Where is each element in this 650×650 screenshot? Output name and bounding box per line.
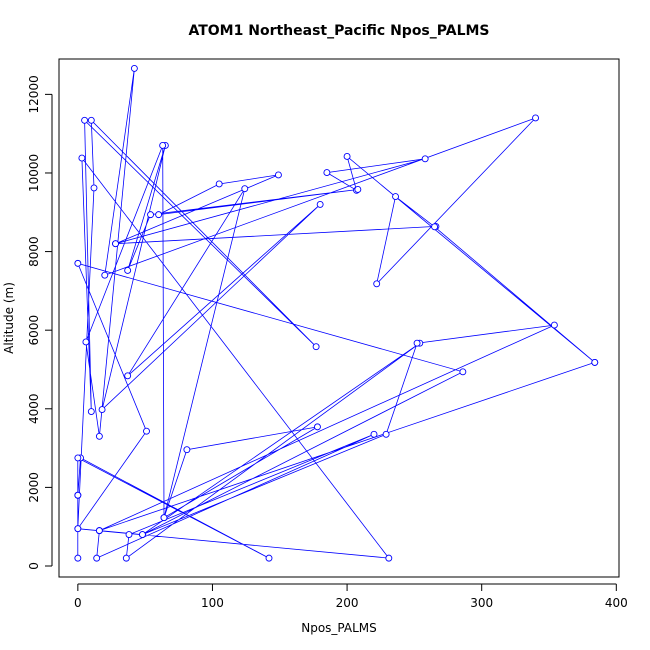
data-point: [265, 554, 273, 562]
data-point: [274, 171, 282, 179]
x-tick-label: 300: [470, 596, 493, 610]
data-point: [147, 211, 154, 219]
data-point: [143, 427, 150, 435]
data-point: [124, 266, 132, 274]
data-point: [122, 554, 130, 562]
chart-title: ATOM1 Northeast_Pacific Npos_PALMS: [188, 23, 489, 39]
data-point: [382, 430, 390, 438]
data-point: [392, 193, 399, 201]
y-tick-label: 6000: [27, 315, 41, 346]
y-tick-label: 0: [27, 562, 41, 570]
x-axis-label: Npos_PALMS: [301, 621, 377, 635]
data-point: [90, 184, 98, 192]
data-point: [370, 430, 378, 438]
data-point: [93, 554, 101, 562]
data-point: [413, 339, 421, 347]
data-point: [78, 154, 86, 162]
y-tick-label: 12000: [27, 75, 41, 113]
data-point: [98, 406, 106, 414]
y-tick-label: 2000: [27, 472, 41, 503]
data-point: [130, 64, 138, 72]
x-tick-label: 0: [74, 596, 82, 610]
data-point: [74, 525, 82, 533]
data-point: [95, 432, 103, 440]
data-point: [241, 185, 249, 193]
x-axis: 0 100 200 300 400: [74, 583, 628, 610]
data-point: [139, 531, 146, 539]
y-axis: 0 2000 4000 6000 8000 10000 12000: [27, 75, 53, 570]
data-point: [373, 280, 381, 288]
data-point: [124, 372, 132, 380]
data-point: [343, 153, 351, 160]
data-point: [159, 142, 167, 149]
y-tick-label: 10000: [27, 154, 41, 192]
data-point: [74, 491, 82, 499]
data-point: [385, 554, 393, 562]
x-tick-label: 200: [336, 596, 359, 610]
data-point: [82, 338, 90, 346]
x-tick-label: 400: [605, 596, 628, 610]
data-point: [316, 200, 324, 208]
data-point: [314, 423, 321, 431]
data-point: [431, 223, 439, 231]
data-point: [74, 259, 82, 267]
data-point: [74, 454, 82, 462]
data-point: [354, 186, 362, 193]
y-tick-label: 8000: [27, 236, 41, 267]
data-point: [183, 446, 191, 454]
data-point: [421, 155, 429, 163]
data-point: [591, 358, 599, 366]
data-point: [74, 554, 82, 562]
data-point: [101, 271, 109, 279]
data-point: [323, 169, 331, 177]
data-point: [550, 321, 558, 329]
y-tick-label: 4000: [27, 394, 41, 425]
data-point: [312, 343, 320, 351]
series-layer: [74, 64, 599, 562]
data-point: [215, 180, 223, 188]
y-axis-label: Altitude (m): [2, 282, 16, 354]
data-point: [87, 116, 95, 124]
data-point: [95, 527, 103, 535]
data-point: [87, 408, 95, 415]
data-point: [125, 531, 133, 539]
x-tick-label: 100: [201, 596, 224, 610]
plot-frame: [58, 58, 620, 578]
data-point: [160, 514, 168, 522]
data-point: [459, 368, 467, 376]
data-point: [532, 114, 539, 122]
data-point: [112, 240, 119, 248]
data-point: [81, 116, 89, 124]
data-point: [155, 211, 163, 219]
